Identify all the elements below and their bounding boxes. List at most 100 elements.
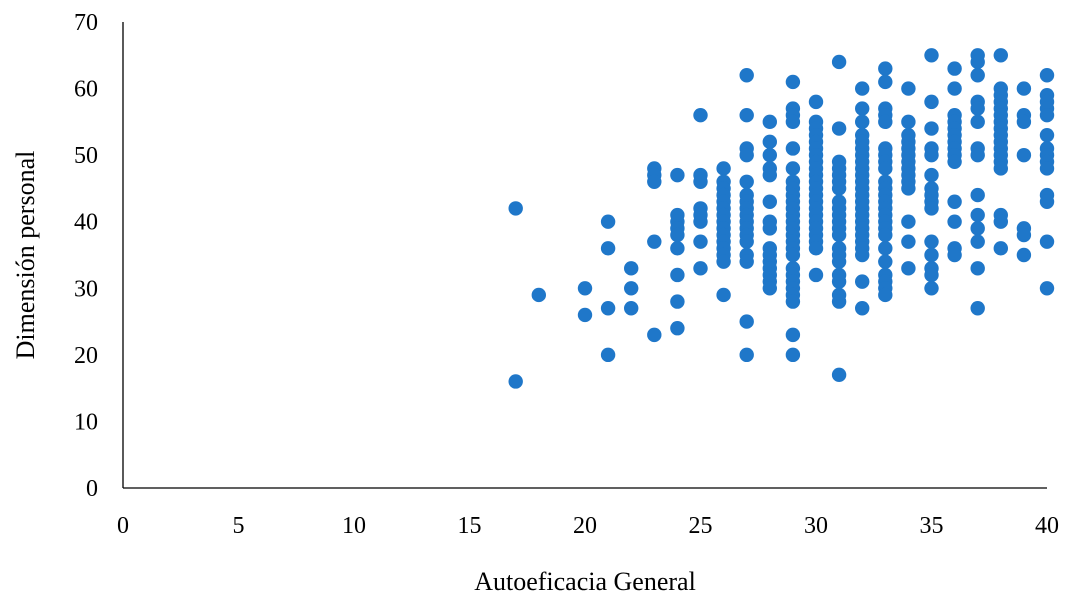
x-tick-label: 25 (689, 513, 713, 539)
scatter-point (855, 81, 870, 96)
scatter-point (993, 161, 1008, 176)
scatter-point (647, 234, 662, 249)
scatter-point (970, 234, 985, 249)
scatter-point (716, 161, 731, 176)
scatter-point (508, 201, 523, 216)
scatter-point (600, 347, 616, 363)
scatter-point (878, 241, 893, 256)
scatter-point (901, 234, 916, 249)
y-tick-label: 30 (74, 276, 98, 302)
scatter-point (808, 267, 824, 283)
scatter-point (924, 247, 939, 263)
scatter-point (693, 108, 708, 123)
scatter-point (855, 247, 870, 263)
scatter-point (831, 274, 847, 289)
scatter-point (785, 347, 801, 363)
scatter-point (901, 81, 916, 96)
scatter-point (878, 287, 893, 303)
y-tick-label: 10 (74, 409, 98, 435)
scatter-point (739, 174, 754, 189)
scatter-point (600, 301, 616, 316)
scatter-point (878, 227, 893, 243)
x-tick-label: 30 (804, 513, 828, 539)
scatter-point (924, 167, 939, 183)
scatter-point (924, 234, 939, 249)
scatter-point (693, 214, 708, 229)
scatter-point (924, 121, 939, 136)
scatter-point (739, 234, 754, 249)
x-tick-label: 40 (1035, 513, 1059, 539)
scatter-point (785, 141, 801, 156)
scatter-point (670, 241, 685, 256)
x-axis-title: Autoeficacia General (474, 567, 696, 596)
scatter-point (785, 114, 801, 130)
scatter-point (1016, 147, 1032, 163)
scatter-point (947, 247, 962, 263)
scatter-point (878, 254, 893, 269)
scatter-point (947, 214, 962, 229)
scatter-point (970, 187, 985, 203)
scatter-point (924, 94, 939, 110)
scatter-point (947, 61, 962, 76)
scatter-point (831, 294, 847, 309)
scatter-point (924, 267, 939, 283)
scatter-point (762, 147, 777, 163)
x-tick-label: 20 (573, 513, 597, 539)
scatter-point (531, 287, 546, 303)
x-tick-label: 0 (117, 513, 129, 539)
data-points (508, 48, 1055, 389)
scatter-point (785, 327, 801, 343)
scatter-point (739, 314, 754, 329)
scatter-point (647, 327, 662, 343)
scatter-point (739, 68, 754, 83)
scatter-point (577, 281, 593, 296)
scatter-point (924, 201, 939, 216)
scatter-point (947, 81, 962, 96)
scatter-point (808, 94, 824, 110)
scatter-point (878, 114, 893, 130)
x-tick-label: 15 (458, 513, 482, 539)
scatter-point (670, 227, 685, 243)
scatter-point (762, 134, 777, 150)
scatter-point (947, 194, 962, 209)
scatter-point (508, 374, 523, 389)
scatter-point (716, 254, 731, 269)
scatter-point (993, 214, 1008, 229)
scatter-point (647, 174, 662, 189)
scatter-point (947, 154, 962, 169)
x-tick-label: 5 (233, 513, 245, 539)
scatter-point (970, 147, 985, 163)
scatter-point (993, 48, 1008, 63)
scatter-point (1039, 108, 1055, 123)
scatter-point (970, 54, 985, 70)
scatter-point (1039, 161, 1055, 176)
scatter-point (624, 301, 639, 316)
scatter-point (739, 108, 754, 123)
x-tick-label: 35 (920, 513, 944, 539)
scatter-point (970, 207, 985, 223)
scatter-point (762, 114, 777, 130)
scatter-point (739, 147, 754, 163)
scatter-point (970, 261, 985, 276)
scatter-point (970, 301, 985, 316)
scatter-point (855, 274, 870, 289)
scatter-point (693, 174, 708, 189)
scatter-point (1016, 227, 1032, 243)
scatter-point (924, 48, 939, 63)
scatter-point (624, 261, 639, 276)
scatter-point (970, 68, 985, 83)
scatter-point (785, 247, 801, 263)
y-tick-label: 70 (74, 10, 98, 36)
scatter-point (970, 221, 985, 236)
scatter-point (1039, 68, 1055, 83)
scatter-point (1039, 281, 1055, 296)
scatter-point (831, 227, 847, 243)
scatter-point (878, 74, 893, 90)
scatter-point (1016, 81, 1032, 96)
scatter-point (831, 254, 847, 269)
scatter-point (785, 294, 801, 309)
scatter-point (693, 234, 708, 249)
scatter-point (970, 101, 985, 116)
scatter-point (993, 241, 1008, 256)
